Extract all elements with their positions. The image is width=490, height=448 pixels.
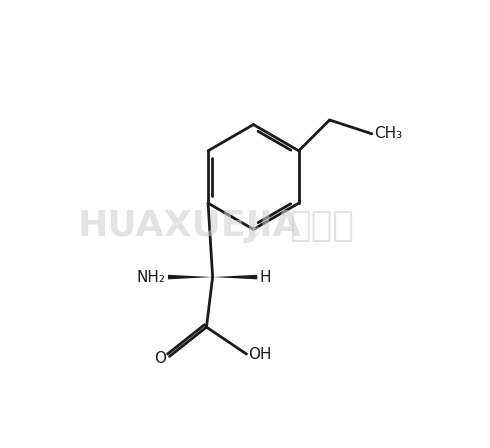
Text: H: H [260, 270, 271, 284]
Text: ®: ® [247, 226, 261, 240]
Text: NH₂: NH₂ [137, 270, 166, 284]
Text: 化学加: 化学加 [290, 209, 354, 243]
Text: HUAXUEJIA: HUAXUEJIA [78, 209, 301, 243]
Text: OH: OH [248, 347, 271, 362]
Polygon shape [213, 275, 257, 280]
Polygon shape [168, 275, 213, 280]
Text: O: O [154, 351, 166, 366]
Text: CH₃: CH₃ [374, 126, 402, 141]
